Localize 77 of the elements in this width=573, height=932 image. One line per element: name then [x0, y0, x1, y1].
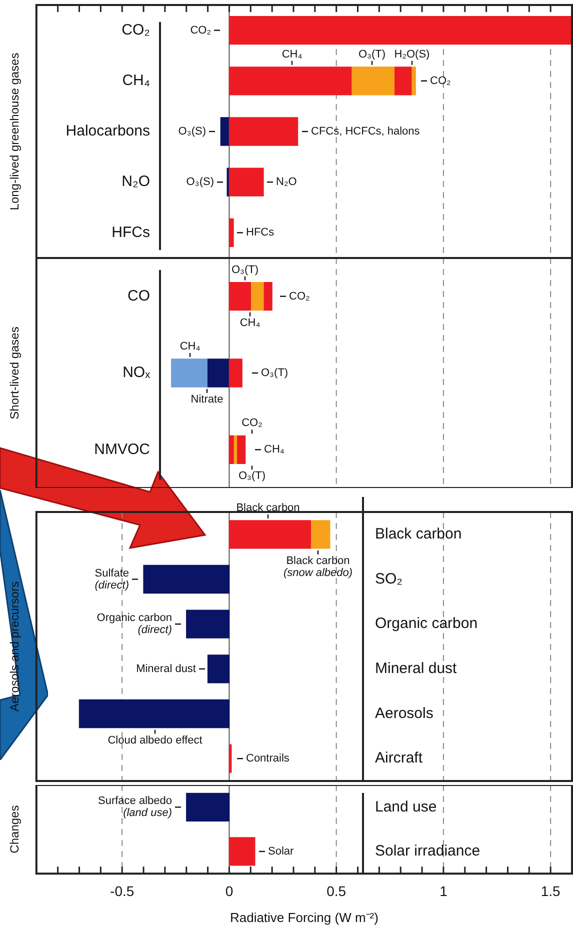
y-axis-title: Aerosols and precursors — [8, 581, 22, 712]
annotation: CH₄ — [264, 444, 285, 456]
annotation: CH₄ — [282, 48, 303, 60]
annotation: Contrails — [246, 752, 290, 765]
x-tick-label: 0 — [225, 882, 234, 899]
y-tick-label: SO₂ — [375, 570, 403, 588]
x-tick-label: -0.5 — [110, 882, 134, 899]
annotation: O₃(T) — [358, 48, 386, 60]
annotation: H₂O(S) — [394, 48, 430, 60]
annotation: Surface albedo (land use) — [98, 795, 172, 820]
y-axis-title: Long-lived greenhouse gases — [8, 52, 22, 210]
annotation: Cloud albedo effect — [108, 734, 202, 746]
bar — [228, 358, 242, 388]
y-tick-label: HFCs — [112, 224, 150, 241]
y-tick-label: CO₂ — [122, 21, 150, 38]
bar — [186, 610, 230, 638]
y-axis-title: Changes — [8, 805, 22, 854]
annotation: Black carbon (snow albedo) — [283, 554, 353, 579]
annotation: Mineral dust — [136, 662, 196, 675]
bar — [228, 435, 234, 464]
bar — [143, 564, 230, 594]
bar — [228, 218, 234, 248]
annotation: CH₄ — [180, 340, 201, 353]
y-tick-label: N₂O — [122, 173, 150, 190]
annotation: Sulfate (direct) — [94, 567, 130, 592]
y-tick-label: Land use — [375, 798, 437, 816]
y-tick-label: Organic carbon — [375, 615, 478, 632]
annotation: Nitrate — [190, 394, 224, 406]
bar — [228, 66, 352, 96]
annotation: Organic carbon (direct) — [96, 612, 172, 636]
bar — [236, 435, 246, 464]
annotation: O₃(T) — [261, 367, 288, 380]
annotation: Black carbon — [236, 502, 300, 514]
bar — [220, 117, 230, 146]
x-axis-title: Radiative Forcing (W m⁻²) — [230, 910, 378, 925]
annotation: CO₂ — [289, 290, 310, 302]
bar — [263, 282, 272, 311]
y-tick-label: NOₓ — [122, 364, 150, 382]
annotation: CFCs, HCFCs, halons — [311, 126, 420, 138]
bar — [207, 654, 230, 684]
x-tick-label: 1 — [440, 882, 448, 899]
bar — [171, 358, 208, 388]
bar — [78, 699, 230, 728]
annotation: O₃(T) — [238, 470, 266, 482]
bar — [207, 358, 230, 388]
annotation: CO₂ — [190, 24, 211, 36]
y-tick-label: Halocarbons — [66, 122, 150, 140]
annotation: N₂O — [276, 176, 298, 188]
bar — [228, 168, 264, 196]
y-tick-label: CO — [128, 287, 150, 304]
annotation: Solar — [268, 845, 294, 858]
y-tick-label: Black carbon — [375, 526, 462, 543]
bar — [228, 520, 311, 549]
bar — [310, 520, 330, 549]
x-tick-label: 0.5 — [326, 882, 346, 899]
bar — [228, 16, 572, 45]
bar — [228, 117, 298, 146]
bar — [228, 282, 251, 311]
bar — [250, 282, 264, 311]
y-tick-label: CH₄ — [122, 72, 150, 90]
annotation: O₃(S) — [178, 126, 206, 138]
y-tick-label: Aircraft — [375, 750, 424, 767]
x-tick-label: 1.5 — [540, 882, 561, 899]
annotation: CO₂ — [430, 74, 451, 87]
y-tick-label: Solar irradiance — [375, 842, 480, 860]
y-tick-label: NMVOC — [94, 440, 150, 458]
annotation: O₃(T) — [231, 264, 259, 276]
bar — [410, 66, 416, 96]
annotation: HFCs — [246, 226, 275, 239]
y-tick-label: Aerosols — [375, 704, 434, 722]
annotation: O₃(S) — [186, 176, 214, 188]
y-tick-label: Mineral dust — [375, 660, 458, 678]
annotation: CO₂ — [242, 417, 262, 430]
y-axis-title: Short-lived gases — [8, 326, 22, 420]
annotation: CH₄ — [240, 316, 261, 329]
bar — [394, 66, 412, 96]
bar — [351, 66, 395, 96]
